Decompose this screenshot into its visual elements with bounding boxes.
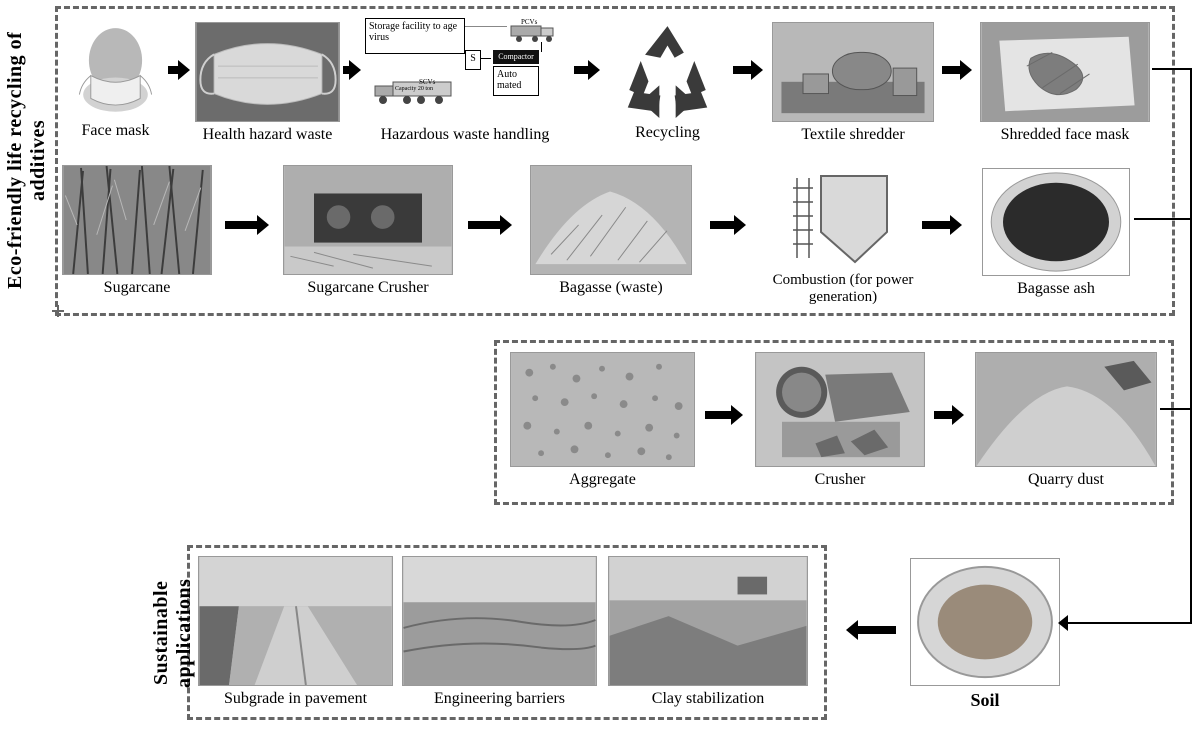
- truck-scv-label: SCVs: [419, 78, 435, 86]
- sugarcane-img: [62, 165, 212, 275]
- combustion-caption: Combustion (for power generation): [763, 272, 923, 306]
- flow-arrow: [710, 215, 746, 235]
- subgrade-item: Subgrade in pavement: [198, 556, 393, 708]
- shredder-caption: Textile shredder: [801, 126, 904, 144]
- bagasse-img: [530, 165, 692, 275]
- flow-arrow: [168, 60, 190, 80]
- waste-handling-scheme: Storage facility to age virus S Auto mat…: [365, 18, 565, 122]
- sugarcane-crusher-item: Sugarcane Crusher: [283, 165, 453, 297]
- connector-arrowhead: [1058, 615, 1068, 631]
- rock-crusher-item: Crusher: [755, 352, 925, 489]
- clay-item: Clay stabilization: [608, 556, 808, 708]
- combustion-item: Combustion (for power generation): [763, 168, 923, 306]
- sugarcane-crusher-img: [283, 165, 453, 275]
- sugarcane-crusher-caption: Sugarcane Crusher: [307, 279, 428, 297]
- soil-item: Soil: [910, 558, 1060, 711]
- hazard-waste-caption: Health hazard waste: [203, 126, 333, 144]
- truck-pcv-label: PCVs: [521, 18, 537, 26]
- auto-box: Auto mated: [493, 66, 539, 96]
- rock-crusher-img: [755, 352, 925, 467]
- hazard-waste-item: Health hazard waste: [195, 22, 340, 144]
- face-mask-caption: Face mask: [82, 122, 150, 140]
- flow-arrow: [942, 60, 972, 80]
- sustainable-section-label: Sustainable applications: [150, 558, 196, 708]
- flow-arrow: [934, 405, 964, 425]
- flow-arrow: [733, 60, 763, 80]
- clay-img: [608, 556, 808, 686]
- face-mask-img: [68, 18, 163, 118]
- barriers-item: Engineering barriers: [402, 556, 597, 708]
- ash-item: Bagasse ash: [982, 168, 1130, 298]
- combustion-img: [783, 168, 903, 268]
- sugarcane-caption: Sugarcane: [104, 279, 171, 297]
- connector-line: [1134, 218, 1192, 220]
- shredded-img: [980, 22, 1150, 122]
- flow-arrow: [225, 215, 269, 235]
- ash-caption: Bagasse ash: [1017, 280, 1095, 298]
- face-mask-item: Face mask: [68, 18, 163, 140]
- waste-handling-caption: Hazardous waste handling: [381, 126, 550, 144]
- recycling-item: Recycling: [610, 18, 725, 142]
- tick-mark-v: [57, 305, 59, 317]
- barriers-img: [402, 556, 597, 686]
- ash-img: [982, 168, 1130, 276]
- sugarcane-item: Sugarcane: [62, 165, 212, 297]
- subgrade-caption: Subgrade in pavement: [224, 690, 367, 708]
- flow-arrow: [705, 405, 743, 425]
- bagasse-caption: Bagasse (waste): [559, 279, 663, 297]
- connector-line: [1190, 68, 1192, 624]
- eco-section-label: Eco-friendly life recycling of additives: [4, 20, 50, 300]
- aggregate-img: [510, 352, 695, 467]
- connector-line: [1160, 408, 1192, 410]
- shredder-img: [772, 22, 934, 122]
- soil-caption: Soil: [970, 690, 999, 711]
- recycling-icon: [610, 18, 725, 120]
- flow-arrow: [922, 215, 962, 235]
- flow-arrow: [846, 620, 896, 640]
- capacity-label: Capacity 20 ton: [395, 86, 433, 92]
- subgrade-img: [198, 556, 393, 686]
- barriers-caption: Engineering barriers: [434, 690, 565, 708]
- bagasse-item: Bagasse (waste): [530, 165, 692, 297]
- flow-arrow: [574, 60, 600, 80]
- rock-crusher-caption: Crusher: [815, 471, 866, 489]
- recycling-caption: Recycling: [635, 124, 700, 142]
- shredded-item: Shredded face mask: [980, 22, 1150, 144]
- aggregate-item: Aggregate: [510, 352, 695, 489]
- flow-arrow: [468, 215, 512, 235]
- shredder-item: Textile shredder: [772, 22, 934, 144]
- flow-arrow: [343, 60, 361, 80]
- connector-line: [1152, 68, 1192, 70]
- compactor-label: Compactor: [493, 50, 539, 64]
- s-box: S: [465, 50, 481, 70]
- soil-img: [910, 558, 1060, 686]
- aggregate-caption: Aggregate: [569, 471, 636, 489]
- clay-caption: Clay stabilization: [652, 690, 764, 708]
- quarry-img: [975, 352, 1157, 467]
- storage-box: Storage facility to age virus: [365, 18, 465, 54]
- hazard-waste-img: [195, 22, 340, 122]
- waste-handling-item: Storage facility to age virus S Auto mat…: [365, 18, 565, 144]
- quarry-item: Quarry dust: [975, 352, 1157, 489]
- connector-line: [1066, 622, 1192, 624]
- quarry-caption: Quarry dust: [1028, 471, 1104, 489]
- shredded-caption: Shredded face mask: [1001, 126, 1130, 144]
